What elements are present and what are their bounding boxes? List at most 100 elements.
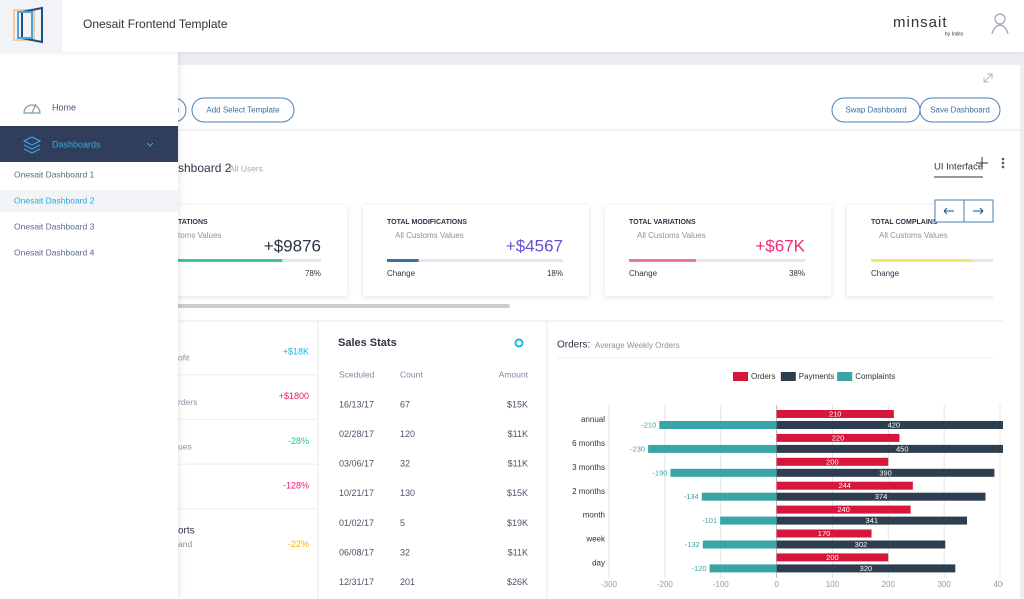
bar — [776, 410, 894, 418]
x-tick-label: -300 — [601, 580, 618, 589]
toolbar-button-label: Save Dashboard — [930, 106, 990, 115]
toolbar-button[interactable] — [191, 97, 295, 123]
data-label: 450 — [896, 444, 909, 453]
legend-swatch — [837, 372, 853, 381]
header — [0, 0, 1024, 52]
bar — [776, 564, 956, 573]
bar — [702, 540, 777, 549]
expand-icon — [983, 73, 993, 83]
table-cell: 12/31/17 — [339, 577, 374, 587]
legend-label: Payments — [799, 372, 835, 381]
data-label: 240 — [837, 505, 850, 514]
table-cell: 201 — [400, 577, 415, 587]
bar — [776, 505, 911, 514]
kpi-percent: 78% — [305, 269, 321, 278]
bar — [776, 540, 946, 549]
bar — [648, 444, 777, 453]
arrow-right — [973, 207, 984, 215]
table-cell: $11K — [508, 459, 528, 469]
column-header: Sceduled — [339, 369, 375, 379]
data-label: -120 — [692, 564, 707, 573]
chart: -300 -200 -100 0 100 200 300 400 annual 210 420 -21… — [572, 405, 1007, 589]
menu-item: Dashboards — [52, 139, 101, 149]
kpi-value: +$67K — [755, 236, 805, 255]
y-tick-label: week — [585, 535, 606, 544]
toolbar-button-label: Swap Dashboard — [845, 106, 906, 115]
chart-title: Orders: — [557, 340, 590, 351]
bar — [776, 433, 900, 442]
table-cell: $11K — [508, 429, 528, 439]
legend-label: Complaints — [855, 372, 895, 381]
progress-bar — [387, 259, 419, 262]
status-ring — [514, 338, 524, 348]
summary-label: ofit — [178, 352, 190, 362]
bar — [776, 492, 986, 501]
progress-bar — [629, 259, 696, 262]
sales-title: Sales Stats — [338, 337, 397, 349]
summary-value: +$18K — [283, 346, 309, 356]
table-cell: 01/02/17 — [339, 518, 374, 528]
bar — [776, 481, 913, 490]
x-tick-label: 400 — [993, 580, 1007, 589]
kpi-value: +$9876 — [264, 236, 321, 255]
summary-value: -28% — [288, 436, 309, 446]
table-cell: 32 — [400, 547, 410, 557]
data-label: 200 — [826, 553, 839, 562]
summary-title: orts — [178, 525, 195, 536]
bar — [776, 468, 995, 477]
x-tick-label: 200 — [882, 580, 896, 589]
menu-item: Home — [52, 102, 76, 112]
summary-value: -128% — [283, 480, 309, 490]
data-label: 390 — [879, 468, 892, 477]
chevron — [146, 142, 154, 147]
progress-bar — [871, 259, 972, 262]
kpi-card — [363, 205, 589, 296]
submenu-selected — [0, 190, 178, 212]
dashboard-subtitle: All Users — [229, 163, 263, 173]
kpi-title: TOTAL VARIATIONS — [629, 219, 696, 226]
bar — [776, 457, 889, 466]
kpi-subtitle: All Customs Values — [879, 231, 948, 240]
summary-value: -22% — [288, 539, 309, 549]
kpi-card — [605, 205, 831, 296]
kpi-change: Change — [387, 269, 416, 278]
bar — [776, 529, 872, 538]
x-tick-label: 100 — [826, 580, 840, 589]
bar — [720, 516, 777, 525]
dashboard-tab: UI Interface — [934, 162, 983, 173]
table-cell: $19K — [507, 518, 528, 528]
kpi-subtitle: All Customs Values — [395, 231, 464, 240]
table-cell: $26K — [507, 577, 528, 587]
table-cell: $15K — [507, 488, 528, 498]
data-label: -190 — [652, 468, 667, 477]
x-tick-label: 0 — [774, 580, 779, 589]
move-icon — [976, 157, 988, 169]
scrollbar — [170, 304, 510, 308]
data-label: 302 — [855, 540, 868, 549]
summary-label: rders — [178, 397, 197, 407]
column-header: Amount — [499, 369, 529, 379]
bar — [701, 492, 777, 501]
toolbar-button[interactable] — [919, 97, 1001, 123]
data-label: -210 — [641, 420, 656, 429]
table-cell: 06/08/17 — [339, 547, 374, 557]
app-title: Onesait Frontend Template — [83, 17, 228, 31]
dashboards-icon — [22, 136, 42, 154]
logo — [13, 6, 43, 44]
table-cell: 02/28/17 — [339, 429, 374, 439]
table-cell: 03/06/17 — [339, 459, 374, 469]
bar — [776, 421, 1003, 429]
kpi-title: TATIONS — [178, 219, 208, 226]
kpi-title: TOTAL MODIFICATIONS — [387, 219, 467, 226]
user-icon — [991, 13, 1009, 35]
kpi-value: +$4567 — [506, 236, 563, 255]
table-cell: 16/13/17 — [339, 399, 374, 409]
data-label: 374 — [875, 492, 888, 501]
table-cell: 67 — [400, 399, 410, 409]
submenu-item: Onesait Dashboard 2 — [14, 195, 95, 205]
submenu-item: Onesait Dashboard 3 — [14, 221, 95, 231]
bar — [670, 468, 777, 477]
bar — [659, 421, 777, 429]
brand: minsait — [893, 14, 948, 31]
